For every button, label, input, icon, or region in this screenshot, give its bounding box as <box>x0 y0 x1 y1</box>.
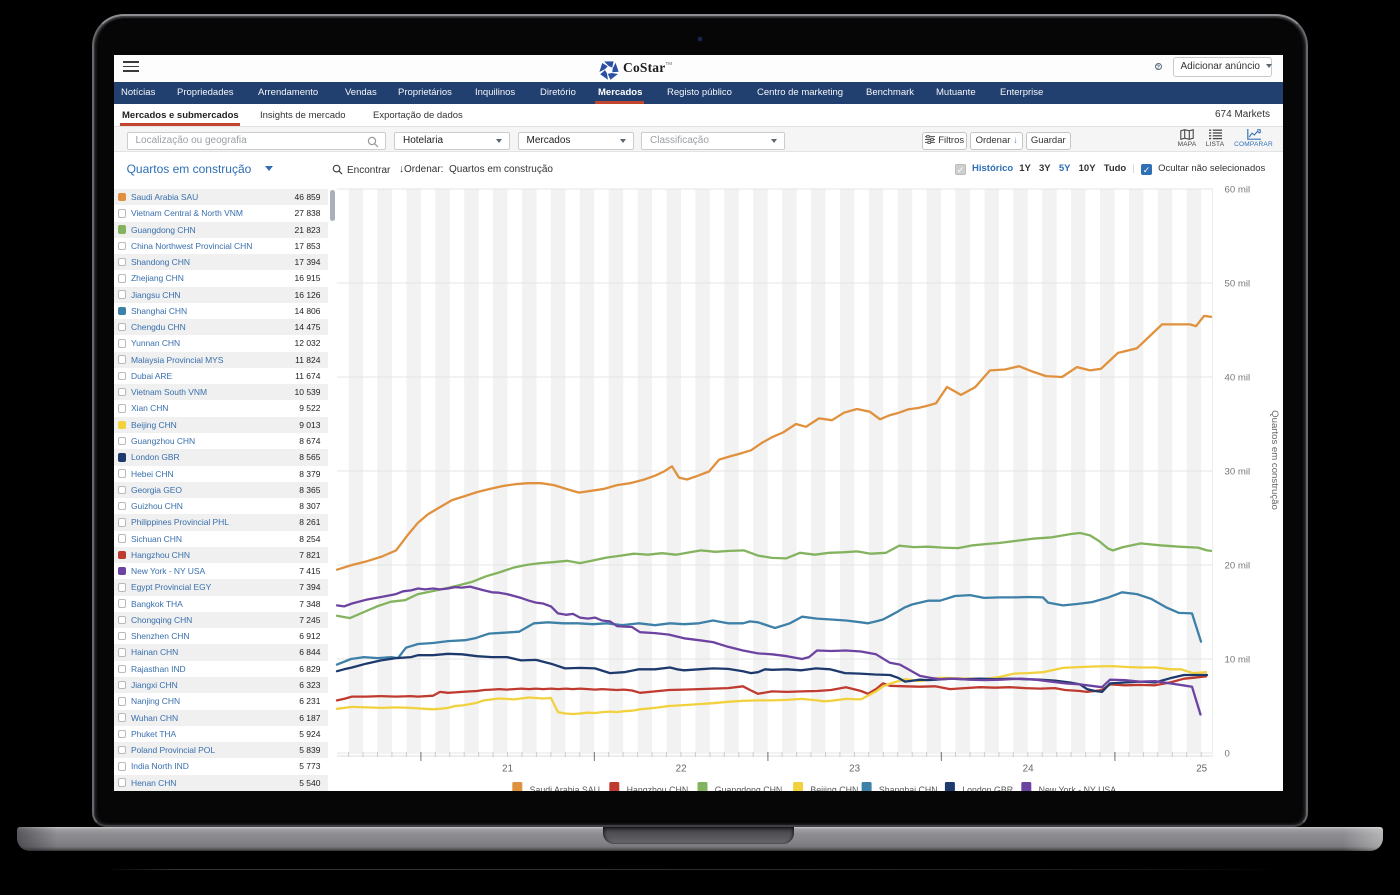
svg-text:Shanghai CHN: Shanghai CHN <box>879 785 938 791</box>
svg-text:Beijing CHN: Beijing CHN <box>810 785 858 791</box>
svg-text:20 mil: 20 mil <box>1225 561 1251 572</box>
svg-text:New York - NY USA: New York - NY USA <box>1039 785 1117 791</box>
svg-text:24: 24 <box>1023 764 1034 775</box>
svg-text:40 mil: 40 mil <box>1225 373 1251 384</box>
svg-text:10 mil: 10 mil <box>1225 655 1251 666</box>
svg-text:0: 0 <box>1225 749 1230 760</box>
svg-text:Quartos em construção: Quartos em construção <box>1269 410 1280 510</box>
svg-text:Saudi Arabia SAU: Saudi Arabia SAU <box>530 785 600 791</box>
svg-text:Guangdong CHN: Guangdong CHN <box>715 785 782 791</box>
svg-text:25: 25 <box>1196 764 1207 775</box>
svg-text:50 mil: 50 mil <box>1225 279 1251 290</box>
svg-text:30 mil: 30 mil <box>1225 467 1251 478</box>
svg-text:22: 22 <box>676 764 687 775</box>
svg-text:Hangzhou CHN: Hangzhou CHN <box>627 785 689 791</box>
svg-text:21: 21 <box>502 764 513 775</box>
svg-text:London GBR: London GBR <box>962 785 1013 791</box>
svg-text:23: 23 <box>849 764 860 775</box>
svg-text:60 mil: 60 mil <box>1225 185 1251 196</box>
